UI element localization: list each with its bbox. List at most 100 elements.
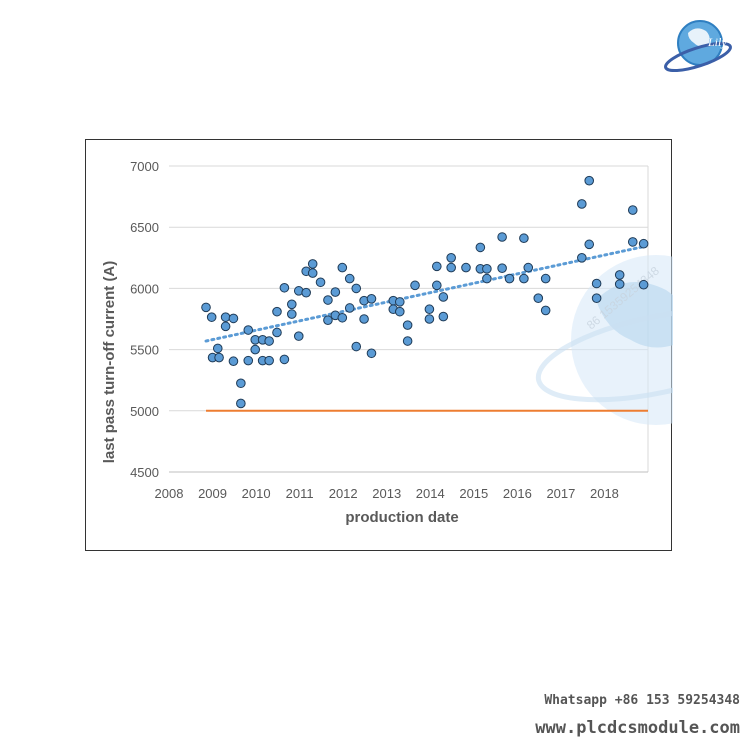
- data-point: [236, 398, 246, 409]
- data-point: [351, 341, 362, 352]
- data-point: [201, 302, 211, 313]
- data-point: [214, 352, 224, 363]
- data-point: [206, 312, 217, 322]
- data-point: [577, 199, 587, 209]
- data-point: [351, 283, 362, 294]
- globe-logo-icon: Lily: [664, 20, 732, 73]
- data-point: [307, 259, 318, 269]
- x-tick-label: 2015: [459, 486, 488, 501]
- chart-frame: 86 15359254348 4500 5000 5500 6000 6500 7000 2…: [85, 139, 673, 551]
- data-point: [366, 294, 377, 304]
- y-axis-title: last pass turn-off current (A): [101, 261, 118, 464]
- data-point: [584, 239, 595, 250]
- data-point: [438, 292, 449, 302]
- data-point: [519, 273, 529, 284]
- data-point: [614, 279, 625, 289]
- data-point: [638, 238, 649, 249]
- data-point: [394, 306, 405, 317]
- x-tick-label: 2011: [286, 486, 314, 501]
- data-point: [279, 282, 290, 293]
- y-tick-label: 6000: [130, 281, 159, 296]
- lily-logo: Lily: [660, 15, 735, 82]
- x-tick-label: 2013: [372, 486, 401, 501]
- data-point: [272, 327, 282, 338]
- data-point: [286, 309, 297, 319]
- data-point: [212, 343, 223, 354]
- x-tick-label: 2009: [198, 486, 227, 501]
- data-point: [584, 175, 595, 186]
- data-point: [344, 303, 355, 313]
- data-point: [627, 205, 638, 215]
- x-tick-label: 2014: [416, 486, 445, 501]
- data-point: [301, 287, 311, 298]
- data-point: [402, 336, 413, 346]
- data-point: [638, 279, 649, 290]
- data-point: [410, 280, 420, 291]
- watermark-globe: 86 15359254348: [535, 255, 673, 425]
- data-point: [250, 344, 261, 355]
- scatter-chart: 86 15359254348 4500 5000 5500 6000 6500 7000 2…: [101, 159, 673, 526]
- data-point: [243, 355, 254, 366]
- data-point: [424, 304, 435, 315]
- data-point: [330, 287, 341, 297]
- data-point: [394, 297, 405, 307]
- footer-whatsapp: Whatsapp +86 153 59254348: [544, 693, 740, 708]
- data-point: [344, 273, 355, 284]
- data-point: [279, 354, 290, 365]
- x-axis-title: production date: [345, 509, 458, 526]
- data-point: [432, 261, 442, 272]
- data-point: [446, 253, 456, 263]
- data-point: [236, 378, 246, 389]
- x-tick-label: 2016: [503, 486, 532, 501]
- x-tick-label: 2017: [546, 486, 575, 501]
- y-tick-label: 5500: [130, 343, 159, 358]
- data-point: [482, 264, 492, 274]
- data-point: [228, 313, 239, 324]
- data-point: [591, 293, 602, 303]
- x-tick-label: 2012: [329, 486, 358, 501]
- data-point: [627, 237, 638, 247]
- footer-website: www.plcdcsmodule.com: [535, 718, 740, 738]
- data-point: [366, 348, 377, 359]
- data-point: [359, 314, 369, 324]
- data-point: [220, 321, 231, 332]
- data-point: [424, 314, 435, 324]
- data-point: [264, 336, 274, 346]
- data-point: [315, 277, 326, 288]
- data-point: [337, 312, 348, 323]
- y-tick-label: 7000: [130, 159, 159, 174]
- data-point: [614, 270, 625, 280]
- data-point: [243, 325, 254, 335]
- data-point: [286, 299, 297, 310]
- data-point: [272, 306, 282, 317]
- data-point: [323, 295, 333, 305]
- data-point: [228, 356, 239, 367]
- y-tick-label: 4500: [130, 465, 159, 480]
- data-point: [220, 312, 231, 322]
- data-point: [482, 273, 492, 284]
- data-point: [293, 331, 304, 341]
- data-point: [432, 280, 442, 291]
- data-point: [577, 253, 587, 263]
- data-point: [504, 273, 515, 284]
- data-point: [307, 268, 318, 278]
- data-point: [523, 262, 534, 273]
- data-point: [475, 242, 486, 253]
- data-point: [461, 262, 471, 273]
- y-tick-label: 6500: [130, 220, 159, 235]
- y-tick-label: 5000: [130, 404, 159, 419]
- data-point: [540, 273, 551, 284]
- data-point: [497, 232, 507, 242]
- data-point: [591, 278, 602, 289]
- x-tick-label: 2018: [590, 486, 619, 501]
- data-point: [337, 262, 348, 273]
- data-point: [497, 263, 507, 274]
- trendline: [204, 244, 648, 343]
- data-point: [402, 320, 413, 330]
- data-point: [533, 293, 544, 303]
- data-point: [446, 262, 456, 273]
- data-point: [519, 233, 529, 244]
- data-point: [438, 311, 449, 322]
- x-tick-label: 2008: [155, 486, 184, 501]
- data-point: [540, 305, 551, 316]
